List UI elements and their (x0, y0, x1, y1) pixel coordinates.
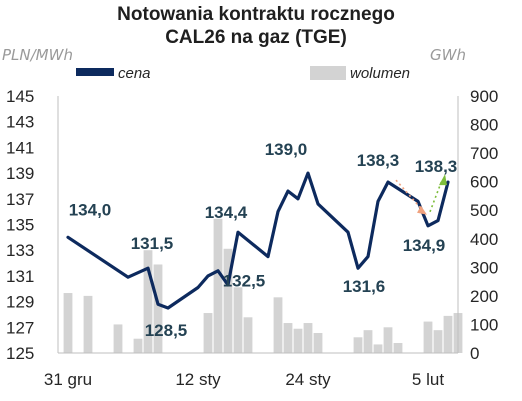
volume-bar (423, 321, 433, 353)
chart-title-line1: Notowania kontraktu rocznego (117, 4, 395, 25)
chart-title-line2: CAL26 na gaz (TGE) (165, 27, 347, 48)
x-tick-label: 24 sty (285, 370, 331, 389)
volume-bars (63, 218, 463, 353)
legend-swatch-cena (76, 68, 114, 76)
left-axis-ticks: 145 143 141 139 137 135 133 131 129 127 125 (6, 87, 34, 363)
left-tick-label: 127 (6, 318, 34, 337)
x-tick-label: 31 gru (44, 370, 92, 389)
x-tick-label: 5 lut (412, 370, 444, 389)
volume-bar (443, 315, 453, 353)
volume-bar (83, 295, 93, 353)
volume-bar (373, 344, 383, 353)
right-axis-ticks: 900 800 700 600 500 400 300 200 100 0 (470, 87, 498, 363)
volume-bar (303, 323, 313, 353)
volume-bar (143, 250, 153, 353)
left-tick-label: 145 (6, 87, 34, 106)
down-trend-arrow-head (417, 205, 427, 215)
volume-bar (273, 297, 283, 353)
volume-bar (243, 317, 253, 353)
right-tick-label: 800 (470, 116, 498, 135)
left-tick-label: 141 (6, 138, 34, 157)
right-tick-label: 400 (470, 230, 498, 249)
volume-bar (233, 287, 243, 353)
volume-bar (283, 323, 293, 353)
up-trend-arrow-head (439, 174, 447, 186)
left-tick-label: 125 (6, 344, 34, 363)
trend-arrows (395, 174, 447, 215)
left-tick-label: 133 (6, 241, 34, 260)
x-axis-ticks: 31 gru 12 sty 24 sty 5 lut (44, 370, 444, 389)
down-trend-arrow-line (395, 179, 425, 213)
volume-bar (133, 338, 143, 353)
data-label: 132,5 (223, 272, 266, 291)
left-tick-label: 137 (6, 190, 34, 209)
legend: cena wolumen (76, 65, 410, 82)
data-label: 138,3 (415, 157, 458, 176)
data-label: 139,0 (265, 140, 308, 159)
right-tick-label: 900 (470, 87, 498, 106)
left-axis-unit: PLN/MWh (2, 46, 73, 64)
right-tick-label: 500 (470, 201, 498, 220)
right-tick-label: 300 (470, 258, 498, 277)
volume-bar (313, 333, 323, 353)
right-axis-unit: GWh (430, 46, 466, 64)
volume-bar (363, 330, 373, 353)
data-label: 128,5 (145, 321, 188, 340)
volume-bar (293, 328, 303, 353)
right-tick-label: 100 (470, 315, 498, 334)
volume-bar (63, 293, 73, 353)
legend-swatch-wolumen (310, 66, 346, 80)
left-tick-label: 135 (6, 216, 34, 235)
legend-label-cena: cena (118, 65, 151, 82)
volume-bar (113, 324, 123, 353)
volume-bar (393, 343, 403, 353)
volume-bar (383, 327, 393, 353)
x-tick-label: 12 sty (175, 370, 221, 389)
data-label: 138,3 (357, 151, 400, 170)
volume-bar (203, 313, 213, 353)
data-label: 131,5 (131, 234, 174, 253)
volume-bar (153, 264, 163, 353)
up-trend-arrow-line (429, 179, 443, 213)
data-label: 134,9 (403, 236, 446, 255)
volume-bar (353, 337, 363, 353)
data-label: 131,6 (343, 277, 386, 296)
data-label: 134,0 (69, 200, 112, 219)
volume-bar (213, 218, 223, 353)
left-tick-label: 139 (6, 164, 34, 183)
volume-bar (223, 248, 233, 353)
data-labels: 134,0 131,5 128,5 134,4 132,5 139,0 131,6 138,3… (69, 140, 458, 340)
left-tick-label: 131 (6, 267, 34, 286)
volume-bar (433, 330, 443, 353)
left-tick-label: 143 (6, 113, 34, 132)
right-tick-label: 700 (470, 144, 498, 163)
legend-label-wolumen: wolumen (350, 65, 410, 82)
right-tick-label: 200 (470, 287, 498, 306)
right-tick-label: 0 (470, 344, 479, 363)
price-line (66, 171, 450, 310)
left-tick-label: 129 (6, 293, 34, 312)
right-tick-label: 600 (470, 173, 498, 192)
data-label: 134,4 (205, 203, 248, 222)
